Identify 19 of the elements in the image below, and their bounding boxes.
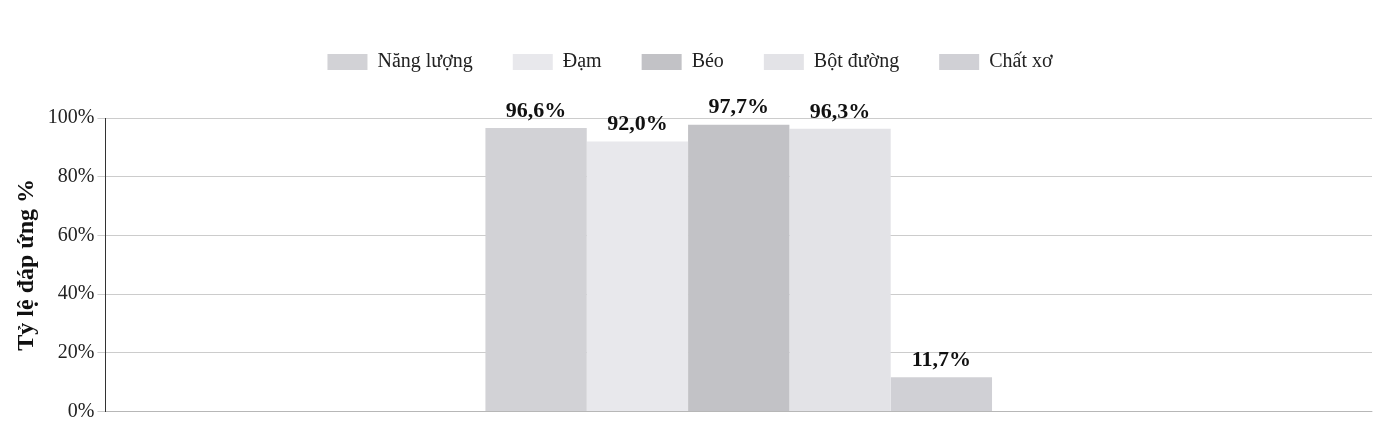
data-label: 96,3% — [809, 97, 871, 123]
y-tick-label: 60% — [57, 222, 95, 245]
y-tick-label: 20% — [57, 340, 95, 363]
legend-label: Bột đường — [813, 49, 900, 73]
y-axis-title: Tỷ lệ đáp ứng % — [11, 178, 38, 351]
y-tick-label: 100% — [47, 105, 95, 128]
data-label: 92,0% — [607, 110, 668, 136]
bar — [586, 141, 689, 412]
data-label: 96,6% — [505, 96, 567, 122]
legend-label: Béo — [691, 49, 724, 72]
y-tick-label: 80% — [57, 163, 95, 186]
legend-label: Đạm — [562, 49, 603, 72]
legend-label: Chất xơ — [989, 49, 1053, 72]
data-label: 97,7% — [708, 93, 769, 119]
y-tick-label: 0% — [67, 398, 95, 421]
y-tick-label: 40% — [57, 281, 95, 304]
bar — [789, 128, 891, 412]
data-label: 11,7% — [911, 345, 972, 371]
legend-label: Năng lượng — [377, 49, 473, 73]
